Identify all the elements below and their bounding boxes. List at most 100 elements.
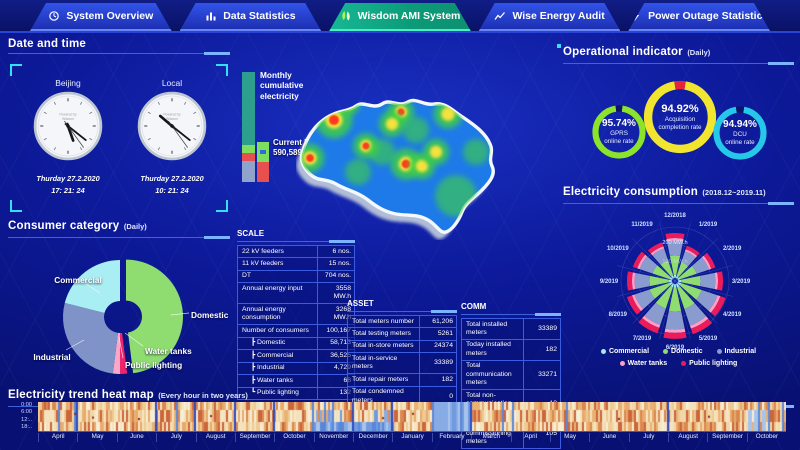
title-underline (8, 52, 230, 55)
table-row: 11 kV feeders 15 nos. (238, 257, 354, 270)
pie-slice (125, 259, 183, 374)
tab-wisdom-ami-system[interactable]: Wisdom AMI System (329, 3, 471, 31)
polar-sector (634, 289, 655, 310)
gauge-text: 95.74% GPRS online rate (602, 118, 636, 145)
legend-item: Public lighting (681, 360, 737, 367)
polar-sector (684, 249, 698, 258)
month-label: April (510, 433, 550, 442)
gauge-acquisition-completion-rate: 94.92% Acquisition completion rate (642, 79, 718, 155)
panel-title-row: Consumer category (Daily) (8, 216, 230, 234)
legend-label: Industrial (724, 348, 757, 355)
time-label: 12:.. (21, 416, 32, 423)
legend-dot (619, 361, 625, 366)
lightning-icon (630, 10, 642, 22)
panel-title: Date and time (8, 38, 87, 50)
row-label: Total in-store meters (352, 342, 414, 350)
district-heat-map (296, 98, 495, 240)
gauge-ring (713, 106, 767, 160)
bracket-corner (10, 64, 22, 76)
polar-sector (634, 272, 651, 290)
polar-sector (681, 275, 701, 287)
month-label: September (707, 433, 746, 442)
panel-subtitle: (Daily) (687, 48, 711, 57)
legend-item: Industrial (716, 348, 757, 355)
polar-sector (666, 237, 684, 242)
title-underline (8, 236, 230, 239)
polar-sector (676, 261, 689, 277)
row-value: 33271 (523, 360, 560, 390)
clock-time: 10: 21: 24 (155, 186, 189, 195)
month-label: May (77, 433, 116, 442)
tab-system-overview[interactable]: System Overview (30, 3, 172, 31)
row-label: Total meters number (352, 317, 414, 325)
polar-sector (681, 251, 696, 266)
asset-section: ASSET Total meters number 61,206 Total tes… (347, 299, 457, 408)
polar-month-label: 1/2019 (699, 222, 718, 228)
month-label: July (156, 433, 195, 442)
table-row: Total installed meters 33389 (462, 319, 560, 339)
tab-power-outage-statistics[interactable]: Power Outage Statistics (628, 3, 770, 31)
legend-label: Public lighting (689, 360, 738, 367)
current-load-label: Current load 590,589 kW (273, 138, 321, 159)
polar-sector (647, 242, 664, 254)
polar-sector (644, 302, 666, 325)
legend-item: Commercial (600, 348, 649, 355)
panel-title-row: Electricity consumption (2018.12~2019.11… (563, 182, 794, 200)
row-value: 105 (523, 419, 560, 449)
row-label: 11 kV feeders (242, 259, 284, 267)
table-row: Total repair meters 182 (348, 373, 456, 386)
row-label: ┗ Public lighting (251, 389, 299, 397)
scale-section: SCALE 22 kV feeders 6 nos. 11 kV feeders 15… (237, 229, 355, 401)
month-label: April (38, 433, 77, 442)
polar-month-label: 4/2019 (723, 312, 742, 318)
polar-month-label: 8/2019 (609, 312, 628, 318)
polar-sector (627, 271, 633, 291)
heatmap-baseline (38, 431, 786, 432)
row-label: ┣ Water tanks (251, 376, 293, 384)
polar-sector (692, 257, 710, 274)
polar-sector (649, 275, 669, 287)
gauge-dcu-online-rate: 94.94% DCU online rate (712, 105, 768, 161)
table-row: Annual energy consumption 3268 MW.h (238, 303, 354, 325)
polar-sector (714, 272, 719, 290)
polar-sector (684, 303, 707, 326)
gauge-caption: GPRS (610, 130, 628, 138)
row-value: 0 (419, 386, 456, 407)
row-value: 24374 (419, 340, 456, 353)
panel-operational-indicator: Operational indicator (Daily) 95.74% GPR… (557, 42, 794, 180)
row-label: Total condemned meters (352, 388, 404, 404)
gauge-gprs-online-rate: 95.74% GPRS online rate (591, 104, 647, 160)
table-row: ┣ Commercial 36,525 (238, 349, 354, 362)
polar-sector (675, 275, 679, 279)
consumer-pie-chart: Commercial Domestic Industrial Water tan… (8, 236, 230, 382)
label-line: Monthly (260, 70, 292, 80)
row-value: 182 (419, 374, 456, 386)
svg-text:Wisdom: Wisdom (62, 117, 74, 121)
corner-accent (557, 44, 561, 48)
month-label: September (234, 433, 274, 442)
row-label: ┣ Industrial (251, 364, 285, 372)
svg-text:Powered by: Powered by (59, 113, 77, 117)
row-label: Total installed meters (466, 320, 508, 336)
table-row: Total condemned meters 0 (348, 385, 456, 407)
row-label: Total repair meters (352, 375, 409, 383)
bracket-corner (216, 200, 228, 212)
gauge-percent: 94.94% (723, 119, 757, 131)
bar-segment (242, 161, 255, 182)
tab-data-statistics[interactable]: Data Statistics (180, 3, 322, 31)
month-label: October (274, 433, 313, 442)
polar-sector (663, 331, 687, 339)
trend-line-icon (494, 10, 506, 22)
table-row: Total testing meters 5261 (348, 327, 456, 340)
polar-sector (669, 255, 681, 275)
row-value: 182 (523, 339, 560, 360)
row-value: 36,525 (317, 350, 354, 362)
row-value: 100,167 (317, 325, 354, 337)
table-row: DT 704 nos. (238, 269, 354, 283)
table-row: Annual energy input 3558 MW.h (238, 282, 354, 304)
polar-sector (664, 328, 686, 333)
panel-date-time: Date and time Beijing Local Powered by Wi… (8, 38, 230, 212)
polar-sector (642, 315, 661, 328)
tab-wise-energy-audit[interactable]: Wise Energy Audit (479, 3, 621, 31)
current-load-bar (257, 142, 269, 182)
